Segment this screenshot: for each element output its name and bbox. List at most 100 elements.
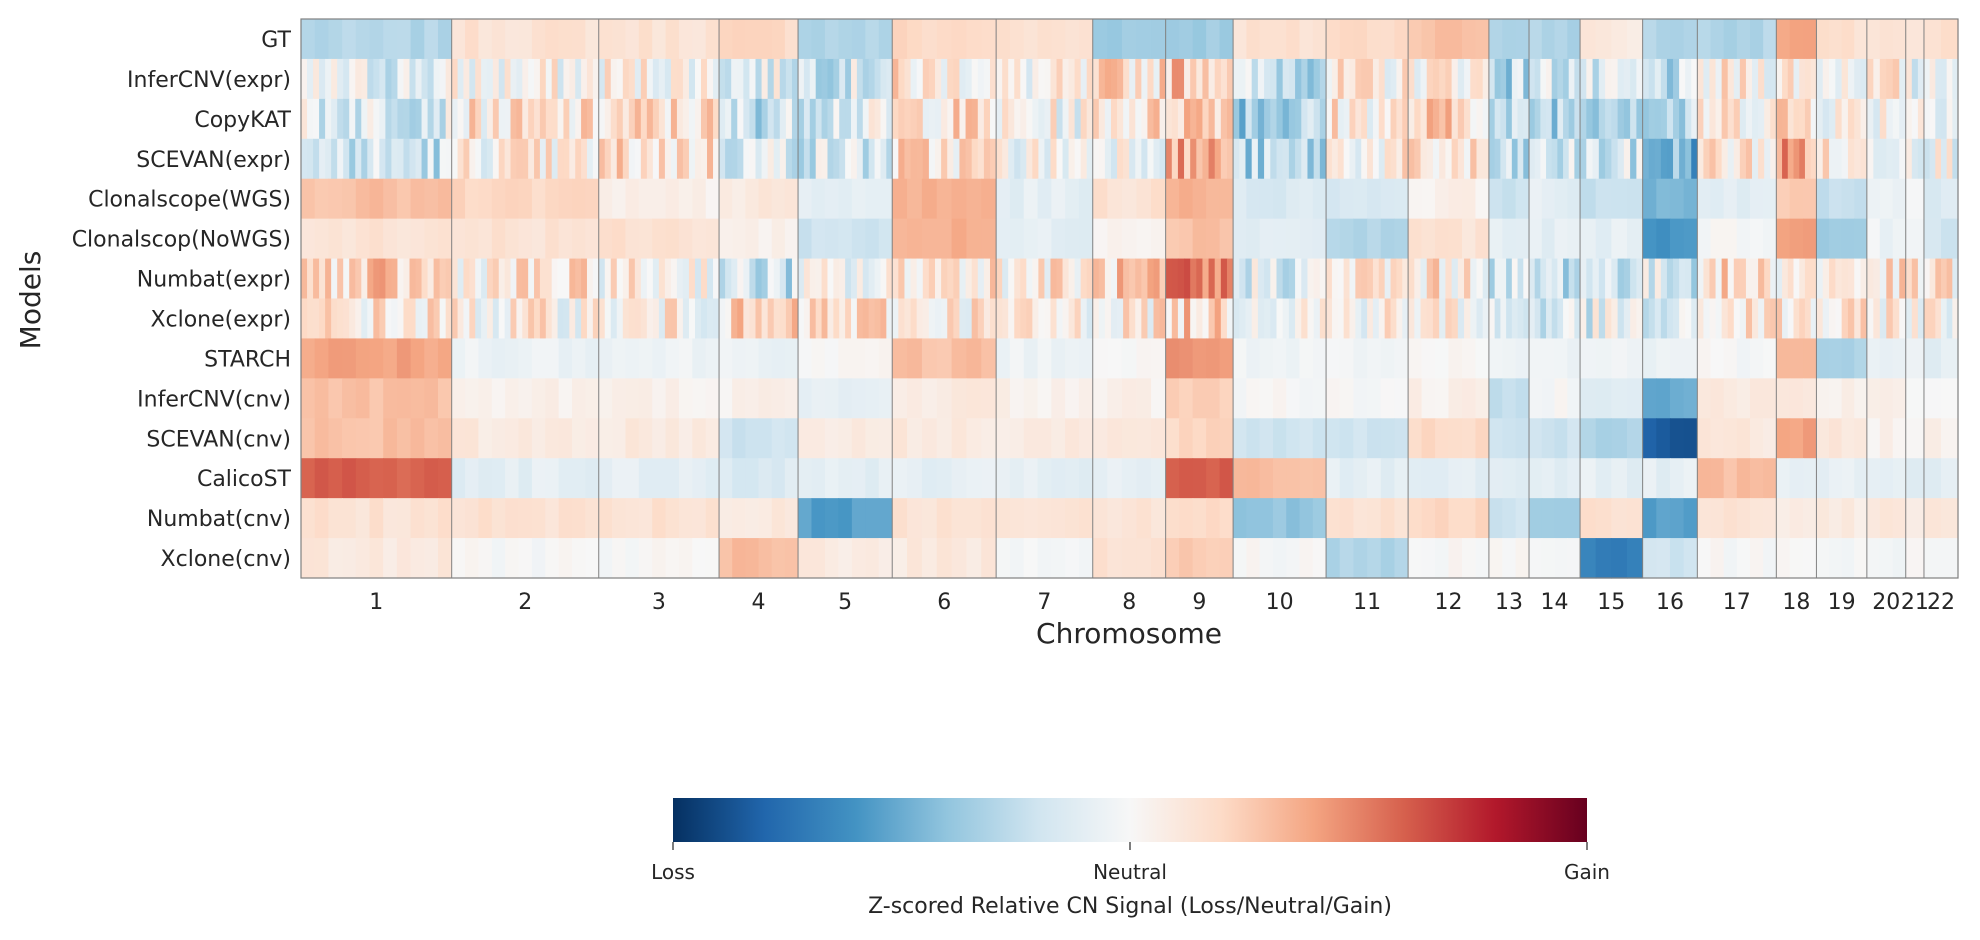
heatmap-cell-7-chr8 (1153, 258, 1161, 300)
heatmap-cell-4-chr5 (845, 138, 852, 180)
heatmap-cell-4-chr6 (990, 138, 997, 180)
heatmap-cell-14-chr10 (1299, 538, 1314, 579)
heatmap-cell-10-chr1 (328, 378, 343, 419)
heatmap-cell-5-chr12 (1421, 178, 1436, 220)
heatmap-cell-3-chr9 (1220, 98, 1228, 140)
heatmap-cell-4-chr1 (337, 138, 344, 180)
heatmap-cell-2-chr2 (522, 58, 529, 100)
heatmap-cell-10-chr1 (437, 378, 453, 419)
heatmap-cell-10-chr1 (355, 378, 371, 419)
heatmap-cell-3-chr1 (301, 98, 308, 140)
heatmap-cell-4-chr1 (433, 138, 441, 180)
heatmap-cell-7-chr16 (1666, 258, 1674, 300)
heatmap-cell-4-chr6 (898, 138, 906, 180)
heatmap-cell-7-chr6 (904, 258, 912, 300)
heatmap-cell-8-chr19 (1860, 298, 1868, 340)
heatmap-cell-10-chr11 (1380, 378, 1396, 419)
heatmap-cell-7-chr3 (664, 258, 672, 300)
heatmap-cell-10-chr10 (1246, 378, 1261, 419)
heatmap-cell-2-chr9 (1226, 58, 1234, 100)
heatmap-cell-10-chr1 (342, 378, 357, 419)
heatmap-cell-11-chr9 (1219, 418, 1234, 459)
heatmap-cell-2-chr3 (688, 58, 696, 100)
heatmap-cell-10-chr1 (301, 378, 316, 419)
heatmap-cell-2-chr18 (1799, 58, 1806, 100)
heatmap-cell-4-chr2 (492, 138, 500, 180)
heatmap-cell-4-chr17 (1739, 138, 1747, 180)
heatmap-cell-4-chr13 (1506, 138, 1513, 180)
heatmap-cell-8-chr10 (1251, 298, 1259, 340)
heatmap-cell-1-chr20 (1879, 19, 1894, 60)
heatmap-cell-9-chr1 (355, 338, 371, 379)
heatmap-cell-14-chr3 (625, 538, 640, 579)
heatmap-cell-7-chr6 (935, 258, 942, 300)
heatmap-cell-2-chr18 (1776, 58, 1783, 100)
heatmap-cell-8-chr5 (833, 298, 840, 340)
heatmap-cell-12-chr11 (1380, 458, 1396, 499)
heatmap-cell-5-chr19 (1854, 178, 1868, 220)
heatmap-cell-3-chr5 (851, 98, 858, 140)
heatmap-cell-13-chr10 (1312, 498, 1327, 539)
heatmap-cell-2-chr4 (725, 58, 732, 100)
heatmap-cell-7-chr20 (1866, 258, 1874, 300)
heatmap-cell-10-chr20 (1879, 378, 1894, 419)
heatmap-cell-4-chr7 (1038, 138, 1046, 180)
heatmap-cell-3-chr15 (1592, 98, 1600, 140)
heatmap-cell-1-chr6 (907, 19, 923, 60)
heatmap-cell-1-chr6 (966, 19, 982, 60)
heatmap-cell-8-chr1 (385, 298, 393, 340)
heatmap-cell-14-chr6 (892, 538, 908, 579)
heatmap-cell-9-chr14 (1529, 338, 1543, 379)
heatmap-cell-2-chr8 (1098, 58, 1106, 100)
heatmap-cell-7-chr18 (1782, 258, 1789, 300)
heatmap-cell-5-chr14 (1541, 178, 1556, 220)
heatmap-cell-8-chr8 (1117, 298, 1124, 340)
heatmap-cell-12-chr14 (1541, 458, 1556, 499)
heatmap-cell-13-chr17 (1710, 498, 1725, 539)
heatmap-cell-1-chr1 (383, 19, 398, 60)
heatmap-cell-2-chr5 (845, 58, 852, 100)
heatmap-cell-12-chr13 (1502, 458, 1517, 499)
heatmap-cell-14-chr1 (342, 538, 357, 579)
heatmap-cell-7-chr1 (403, 258, 411, 300)
heatmap-cell-13-chr2 (531, 498, 546, 539)
heatmap-cell-3-chr3 (652, 98, 660, 140)
x-tick-label: 2 (518, 590, 532, 615)
heatmap-cell-4-chr10 (1276, 138, 1284, 180)
heatmap-cell-13-chr1 (437, 498, 453, 539)
heatmap-cell-12-chr3 (638, 458, 653, 499)
heatmap-cell-9-chr12 (1448, 338, 1463, 379)
x-tick-label: 6 (937, 590, 951, 615)
heatmap-cell-11-chr4 (784, 418, 799, 459)
heatmap-cell-8-chr9 (1208, 298, 1216, 340)
heatmap-cell-8-chr12 (1476, 298, 1484, 340)
heatmap-cell-1-chr8 (1107, 19, 1123, 60)
heatmap-cell-7-chr11 (1390, 258, 1397, 300)
heatmap-cell-2-chr1 (325, 58, 332, 100)
heatmap-cell-2-chr5 (862, 58, 870, 100)
heatmap-cell-9-chr9 (1192, 338, 1207, 379)
heatmap-cell-5-chr5 (865, 178, 880, 220)
heatmap-cell-3-chr5 (821, 98, 829, 140)
heatmap-cell-9-chr17 (1736, 338, 1751, 379)
heatmap-cell-4-chr8 (1110, 138, 1118, 180)
heatmap-cell-10-chr12 (1421, 378, 1436, 419)
heatmap-cell-2-chr4 (761, 58, 769, 100)
heatmap-cell-9-chr16 (1656, 338, 1671, 379)
heatmap-cell-3-chr2 (534, 98, 541, 140)
heatmap-cell-6-chr15 (1611, 218, 1628, 260)
heatmap-cell-3-chr5 (856, 98, 864, 140)
x-axis-title: Chromosome (1036, 617, 1222, 650)
heatmap-cell-6-chr11 (1394, 218, 1409, 260)
heatmap-cell-6-chr11 (1380, 218, 1396, 260)
heatmap-cell-7-chr1 (325, 258, 332, 300)
heatmap-cell-5-chr7 (1009, 178, 1025, 220)
heatmap-cell-4-chr12 (1482, 138, 1490, 180)
heatmap-cell-10-chr19 (1854, 378, 1868, 419)
heatmap-cell-4-chr2 (592, 138, 600, 180)
heatmap-cell-11-chr2 (558, 418, 573, 459)
heatmap-cell-7-chr2 (586, 258, 594, 300)
heatmap-cell-10-chr2 (478, 378, 493, 419)
heatmap-cell-4-chr12 (1464, 138, 1471, 180)
heatmap-cell-2-chr14 (1568, 58, 1575, 100)
